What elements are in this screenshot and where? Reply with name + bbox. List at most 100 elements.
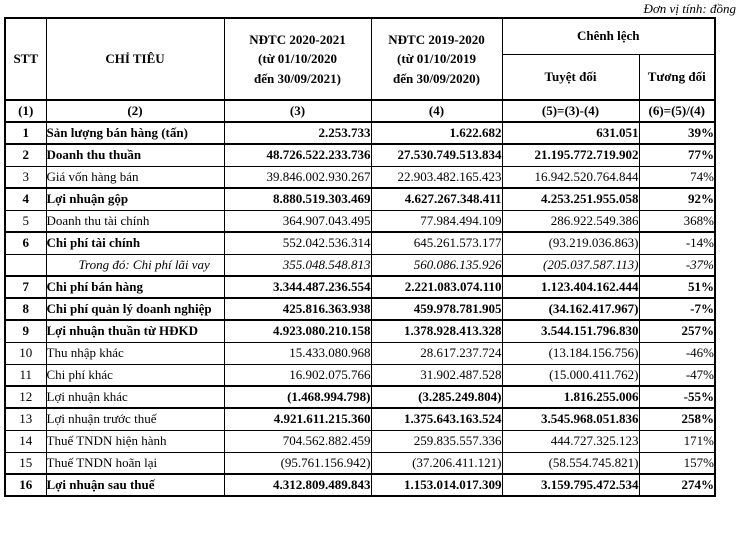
row-stt: 1: [4, 121, 47, 145]
table-row: 6 Chi phí tài chính 552.042.536.314 645.…: [4, 231, 716, 255]
row-label: Chi phí quản lý doanh nghiệp: [45, 297, 225, 321]
table-row: 14 Thuế TNDN hiện hành 704.562.882.459 2…: [4, 429, 716, 453]
header-difference: Chênh lệch: [501, 17, 716, 55]
row-value-current: 8.880.519.303.469: [223, 187, 372, 211]
row-stt: 12: [4, 385, 47, 409]
row-value-current: 425.816.363.938: [223, 297, 372, 321]
table-row: 3 Giá vốn hàng bán 39.846.002.930.267 22…: [4, 165, 716, 189]
row-label: Chi phí bán hàng: [45, 275, 225, 299]
row-value-relative: 258%: [638, 407, 716, 431]
row-value-current: 355.048.548.813: [223, 253, 372, 277]
row-value-absolute: 444.727.325.123: [501, 429, 640, 453]
row-value-absolute: (34.162.417.967): [501, 297, 640, 321]
row-label: Giá vốn hàng bán: [45, 165, 225, 189]
table-row: 11 Chi phí khác 16.902.075.766 31.902.48…: [4, 363, 716, 387]
row-stt: 2: [4, 143, 47, 167]
row-value-relative: 74%: [638, 165, 716, 189]
table-row: 9 Lợi nhuận thuần từ HĐKD 4.923.080.210.…: [4, 319, 716, 343]
code-col-1: (1): [4, 99, 47, 123]
row-value-absolute: 3.545.968.051.836: [501, 407, 640, 431]
row-value-current: 3.344.487.236.554: [223, 275, 372, 299]
row-stt: 6: [4, 231, 47, 255]
row-stt: 5: [4, 209, 47, 233]
table-row: 1 Sản lượng bán hàng (tấn) 2.253.733 1.6…: [4, 121, 716, 145]
row-value-current: 364.907.043.495: [223, 209, 372, 233]
table-row: 2 Doanh thu thuần 48.726.522.233.736 27.…: [4, 143, 716, 167]
code-col-2: (2): [45, 99, 225, 123]
header-relative: Tương đối: [638, 53, 716, 101]
row-stt: 16: [4, 473, 47, 497]
table-row: 5 Doanh thu tài chính 364.907.043.495 77…: [4, 209, 716, 233]
header-period-current-line1: NĐTC 2020-2021: [249, 31, 346, 47]
row-label: Thuế TNDN hiện hành: [45, 429, 225, 453]
table-row: 15 Thuế TNDN hoãn lại (95.761.156.942) (…: [4, 451, 716, 475]
row-label: Lợi nhuận sau thuế: [45, 473, 225, 497]
row-value-prior: (3.285.249.804): [370, 385, 503, 409]
row-stt: 11: [4, 363, 47, 387]
row-value-current: 39.846.002.930.267: [223, 165, 372, 189]
row-value-prior: 459.978.781.905: [370, 297, 503, 321]
row-value-prior: 22.903.482.165.423: [370, 165, 503, 189]
row-stt: 3: [4, 165, 47, 189]
table-header: STT CHỈ TIÊU NĐTC 2020-2021 (từ 01/10/20…: [4, 17, 716, 123]
row-value-current: 15.433.080.968: [223, 341, 372, 365]
row-value-current: 2.253.733: [223, 121, 372, 145]
row-value-absolute: 1.816.255.006: [501, 385, 640, 409]
row-value-absolute: (13.184.156.756): [501, 341, 640, 365]
row-stt: 13: [4, 407, 47, 431]
row-label: Lợi nhuận thuần từ HĐKD: [45, 319, 225, 343]
row-label: Trong đó: Chi phí lãi vay: [45, 253, 225, 277]
row-value-absolute: (205.037.587.113): [501, 253, 640, 277]
row-value-relative: -37%: [638, 253, 716, 277]
row-label: Doanh thu tài chính: [45, 209, 225, 233]
row-stt: 9: [4, 319, 47, 343]
row-stt: 14: [4, 429, 47, 453]
row-value-prior: 1.378.928.413.328: [370, 319, 503, 343]
row-value-relative: -55%: [638, 385, 716, 409]
row-value-relative: 77%: [638, 143, 716, 167]
row-stt: 4: [4, 187, 47, 211]
row-value-prior: 28.617.237.724: [370, 341, 503, 365]
row-value-absolute: (93.219.036.863): [501, 231, 640, 255]
row-value-current: (95.761.156.942): [223, 451, 372, 475]
code-col-5: (5)=(3)-(4): [501, 99, 640, 123]
row-value-prior: 1.622.682: [370, 121, 503, 145]
table-row: 8 Chi phí quản lý doanh nghiệp 425.816.3…: [4, 297, 716, 321]
row-value-prior: 560.086.135.926: [370, 253, 503, 277]
code-col-3: (3): [223, 99, 372, 123]
header-absolute: Tuyệt đối: [501, 53, 640, 101]
header-period-current: NĐTC 2020-2021 (từ 01/10/2020 đến 30/09/…: [223, 17, 372, 101]
code-col-4: (4): [370, 99, 503, 123]
column-code-row: (1) (2) (3) (4) (5)=(3)-(4) (6)=(5)/(4): [4, 99, 716, 123]
row-value-relative: -47%: [638, 363, 716, 387]
row-value-relative: 274%: [638, 473, 716, 497]
row-value-current: 552.042.536.314: [223, 231, 372, 255]
row-value-prior: 77.984.494.109: [370, 209, 503, 233]
row-value-absolute: (15.000.411.762): [501, 363, 640, 387]
row-value-prior: 31.902.487.528: [370, 363, 503, 387]
row-stt: 10: [4, 341, 47, 365]
header-period-prior-line1: NĐTC 2019-2020: [388, 31, 485, 47]
header-period-prior-line2: (từ 01/10/2019: [397, 51, 476, 67]
row-value-current: 4.923.080.210.158: [223, 319, 372, 343]
row-value-relative: -46%: [638, 341, 716, 365]
row-stt: 8: [4, 297, 47, 321]
row-value-current: 4.921.611.215.360: [223, 407, 372, 431]
row-label: Sản lượng bán hàng (tấn): [45, 121, 225, 145]
table-row: 16 Lợi nhuận sau thuế 4.312.809.489.843 …: [4, 473, 716, 497]
row-value-absolute: 1.123.404.162.444: [501, 275, 640, 299]
row-stt: 15: [4, 451, 47, 475]
row-value-prior: 4.627.267.348.411: [370, 187, 503, 211]
row-value-absolute: 21.195.772.719.902: [501, 143, 640, 167]
row-value-absolute: 3.159.795.472.534: [501, 473, 640, 497]
row-value-prior: 1.153.014.017.309: [370, 473, 503, 497]
table-row: Trong đó: Chi phí lãi vay 355.048.548.81…: [4, 253, 716, 277]
row-value-current: 4.312.809.489.843: [223, 473, 372, 497]
code-col-6: (6)=(5)/(4): [638, 99, 716, 123]
row-stt: 7: [4, 275, 47, 299]
row-label: Lợi nhuận khác: [45, 385, 225, 409]
row-label: Doanh thu thuần: [45, 143, 225, 167]
row-value-absolute: (58.554.745.821): [501, 451, 640, 475]
table-row: 4 Lợi nhuận gộp 8.880.519.303.469 4.627.…: [4, 187, 716, 211]
row-value-prior: 259.835.557.336: [370, 429, 503, 453]
